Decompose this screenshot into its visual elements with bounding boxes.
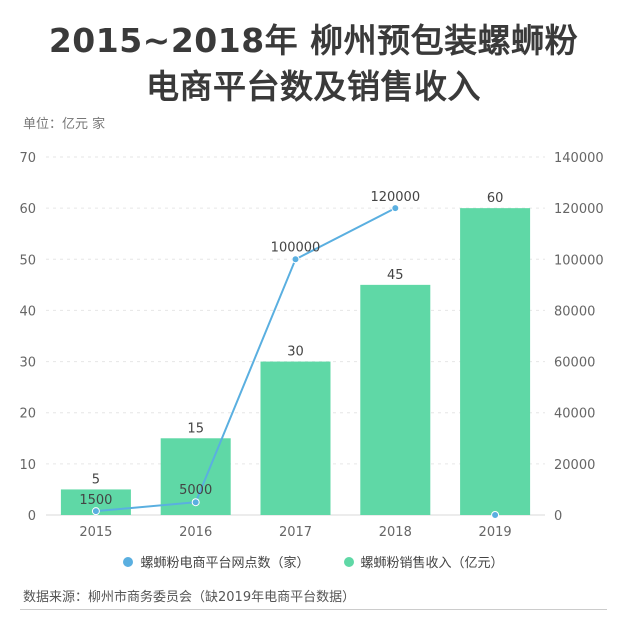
bar-data-label: 45	[387, 268, 404, 283]
line-point-2018	[391, 204, 400, 213]
y-left-tick-label: 20	[19, 407, 36, 422]
x-tick-label: 2016	[179, 525, 212, 540]
bar-data-label: 5	[92, 472, 100, 487]
legend-line-label: 螺蛳粉电商平台网点数（家）	[140, 556, 310, 571]
line-series-path	[95, 207, 396, 513]
line-point-2019	[491, 511, 500, 519]
bar-2018	[360, 284, 431, 515]
y-right-tick-label: 0	[554, 509, 562, 524]
unit-note: 单位：亿元 家	[23, 117, 106, 132]
y-right-tick-label: 60000	[554, 356, 595, 371]
y-right-tick-label: 80000	[554, 304, 595, 319]
chart-title-line-2: 电商平台数及销售收入	[146, 67, 481, 106]
bar-2019	[460, 208, 531, 515]
y-left-tick-label: 40	[19, 304, 36, 319]
bar-data-label: 60	[487, 191, 504, 206]
y-left-tick-label: 60	[19, 202, 36, 217]
line-point-2015	[91, 507, 100, 516]
y-right-tick-label: 20000	[554, 458, 595, 473]
y-right-tick-label: 140000	[554, 151, 604, 166]
x-tick-label: 2017	[279, 525, 312, 540]
line-data-label: 1500	[79, 493, 112, 508]
x-tick-label: 2019	[479, 525, 512, 540]
y-left-tick-label: 0	[28, 509, 36, 524]
line-data-label: 120000	[370, 190, 420, 205]
y-right-tick-label: 120000	[554, 202, 604, 217]
legend-bar-swatch	[343, 556, 354, 567]
chart-legend: 螺蛳粉电商平台网点数（家） 螺蛳粉销售收入（亿元）	[0, 552, 627, 571]
y-left-tick-label: 70	[19, 151, 36, 166]
footer-divider	[20, 609, 607, 610]
x-tick-label: 2015	[79, 525, 112, 540]
legend-item-line: 螺蛳粉电商平台网点数（家）	[123, 552, 310, 571]
legend-bar-label: 螺蛳粉销售收入（亿元）	[360, 556, 504, 571]
bar-2017	[260, 361, 331, 515]
y-left-tick-label: 30	[19, 356, 36, 371]
line-point-2016	[191, 498, 200, 507]
source-note: 数据来源：柳州市商务委员会（缺2019年电商平台数据）	[23, 590, 356, 605]
chart-title-line-1: 2015~2018年 柳州预包装螺蛳粉	[48, 21, 579, 60]
line-data-label: 100000	[271, 240, 321, 255]
y-right-tick-label: 100000	[554, 253, 604, 268]
legend-line-swatch	[123, 556, 134, 567]
y-left-tick-label: 10	[19, 458, 36, 473]
bar-data-label: 15	[187, 421, 204, 436]
y-right-tick-label: 40000	[554, 407, 595, 422]
bar-data-label: 30	[287, 345, 304, 360]
legend-item-bar: 螺蛳粉销售收入（亿元）	[343, 552, 504, 571]
y-left-tick-label: 50	[19, 253, 36, 268]
line-data-label: 5000	[179, 483, 212, 498]
x-tick-label: 2018	[379, 525, 412, 540]
line-point-2017	[291, 255, 300, 264]
